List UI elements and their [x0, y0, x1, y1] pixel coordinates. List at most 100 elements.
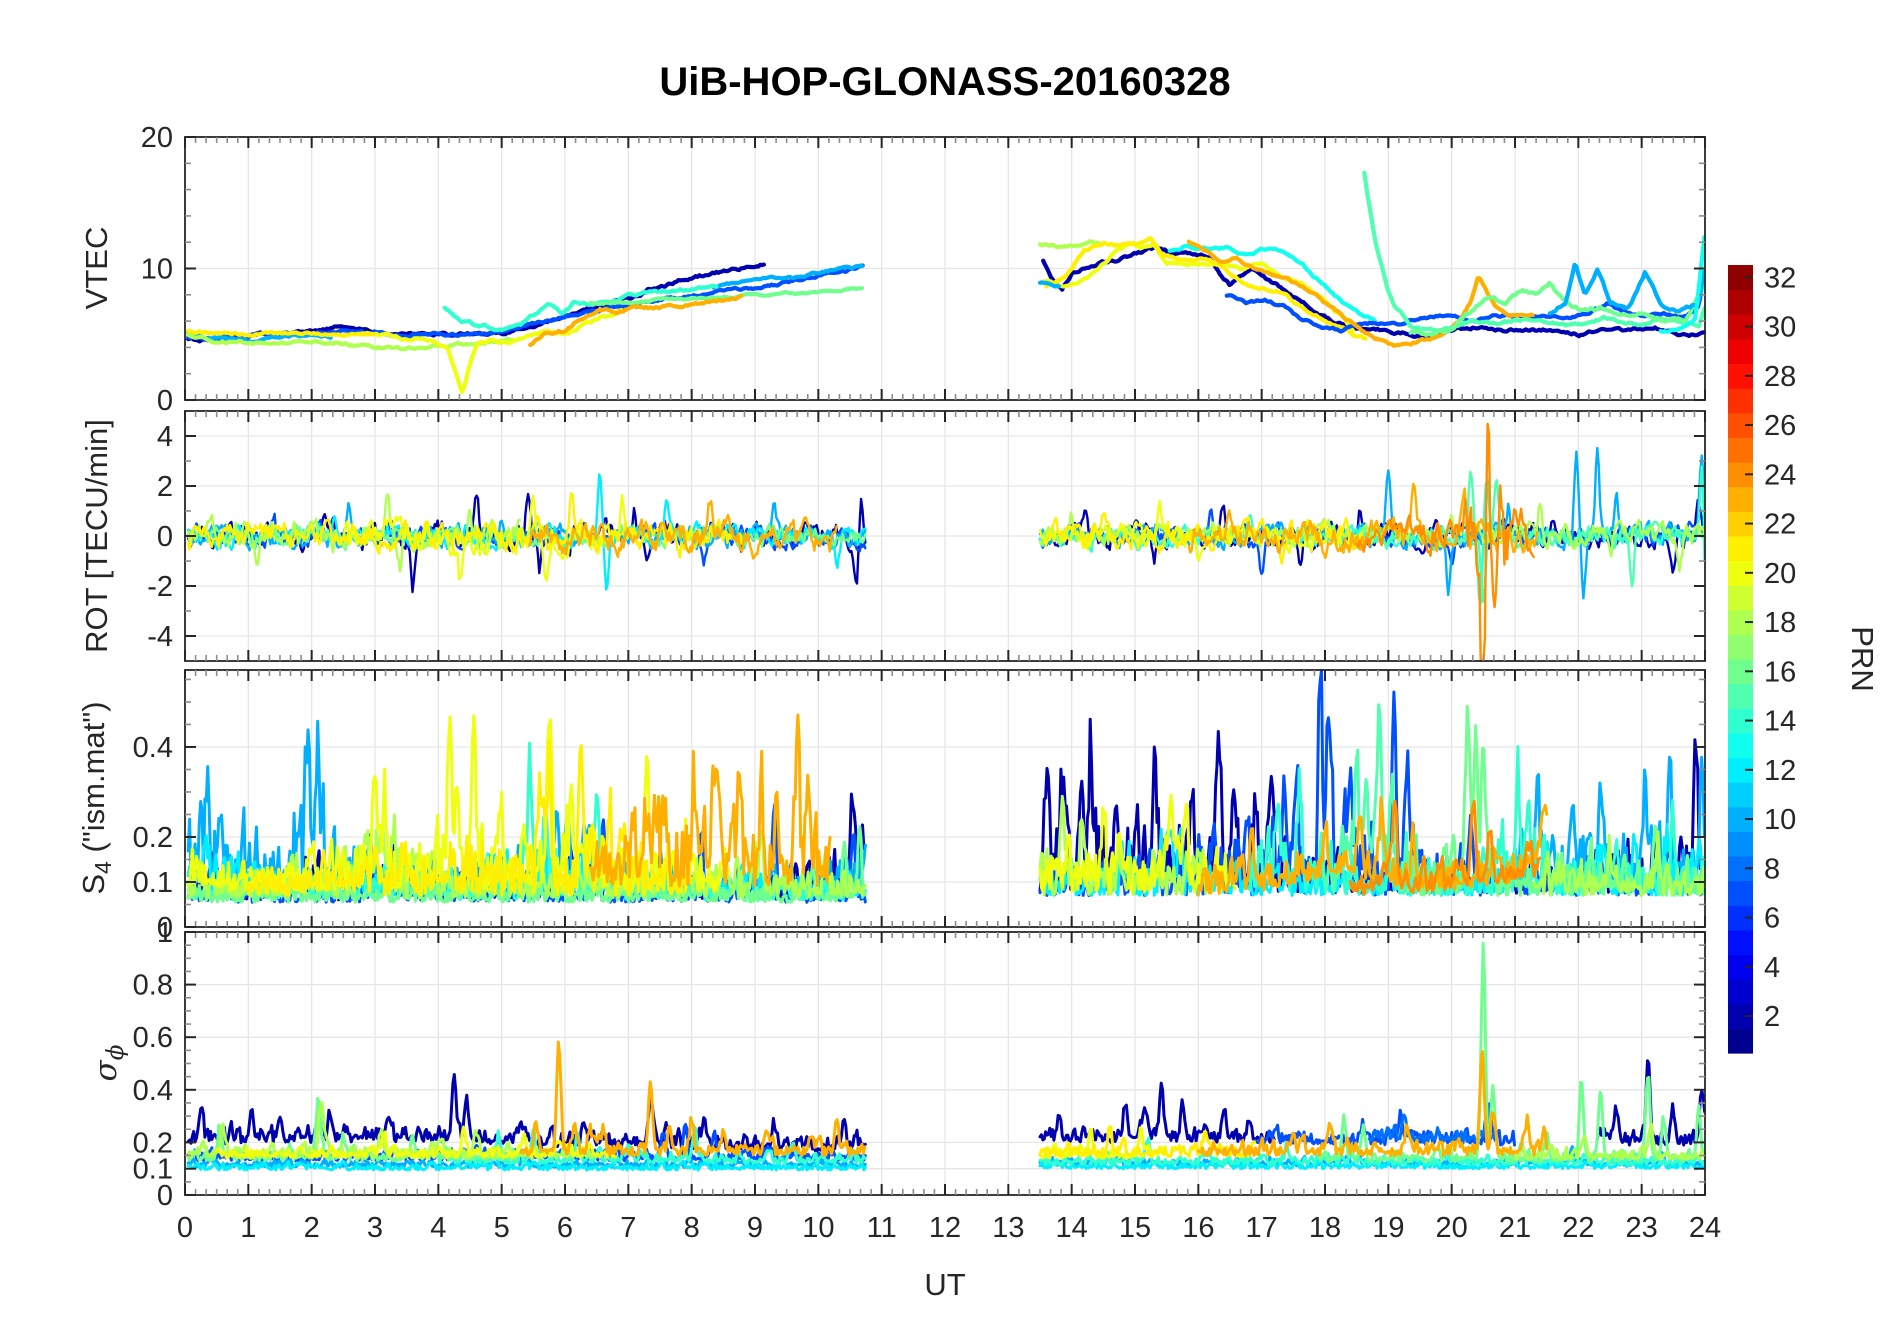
xtick-label: 20 — [1436, 1212, 1468, 1244]
colorbar-tick-label: 14 — [1764, 706, 1796, 738]
colorbar-band — [1728, 289, 1753, 315]
series-VTEC-prn-18 — [186, 332, 516, 352]
panel-S4: 0 0.1 0.2 0.4 S4 ("ism.mat") — [76, 669, 1706, 944]
colorbar-band — [1728, 338, 1753, 365]
series-sigma_phi-prn-12 — [186, 1149, 867, 1172]
series-VTEC-prn-21 — [186, 328, 377, 339]
ylabel-ROT: ROT [TECU/min] — [79, 419, 114, 653]
panel-ROT: -4 -2 0 2 4 ROT [TECU/min] — [79, 410, 1706, 662]
series-S4-prn-10 — [1500, 755, 1706, 890]
chart-title: UiB-HOP-GLONASS-20160328 — [659, 60, 1231, 104]
xlabel: UT — [924, 1267, 965, 1302]
series-VTEC-prn-23 — [528, 293, 744, 347]
panel-VTEC: 0 10 20 VTEC — [79, 122, 1706, 417]
xtick-label: 13 — [992, 1212, 1024, 1244]
grid-VTEC — [185, 137, 1705, 400]
colorbar-band — [1728, 437, 1753, 463]
series-S4-prn-23 — [1196, 796, 1549, 897]
x-axis-labels: 0 1 2 3 4 5 6 7 8 9 10 11 12 13 14 15 16 17 18 19 20 21 22 23 24… — [177, 1212, 1721, 1302]
ytick-label-VTEC: 0 — [157, 385, 173, 417]
series-VTEC-prn-13 — [1167, 243, 1378, 324]
colorbar-tick-label: 22 — [1764, 509, 1796, 541]
ytick-label-S4: 0.1 — [133, 867, 173, 899]
ticks-S4 — [184, 670, 1706, 928]
ytick-label-ROT: -4 — [147, 621, 173, 653]
series-VTEC-prn-21 — [1044, 236, 1368, 341]
colorbar-tick-label: 6 — [1764, 903, 1780, 935]
series-VTEC-prn-20 — [1041, 241, 1355, 333]
xtick-label: 17 — [1246, 1212, 1278, 1244]
ytick-label-sigma_phi: 1 — [157, 917, 173, 949]
colorbar-band — [1728, 831, 1753, 857]
series-sigma_phi-prn-23 — [519, 1040, 867, 1157]
series-VTEC-prn-16 — [588, 286, 865, 307]
ytick-label-ROT: 2 — [157, 471, 173, 503]
xtick-label: 7 — [620, 1212, 636, 1244]
series-VTEC-prn-7 — [1224, 277, 1706, 334]
xtick-label: 11 — [867, 1212, 897, 1244]
series-VTEC-prn-16 — [1408, 280, 1706, 337]
series-VTEC-prn-2 — [186, 262, 766, 344]
xtick-label: 1 — [240, 1212, 256, 1244]
ylabel-VTEC: VTEC — [79, 227, 114, 310]
xtick-label: 21 — [1499, 1212, 1531, 1244]
xtick-label: 12 — [929, 1212, 961, 1244]
colorbar-tick-label: 26 — [1764, 410, 1796, 442]
colorbar-band — [1728, 388, 1753, 414]
ytick-label-sigma_phi: 0.4 — [133, 1075, 173, 1107]
series-sigma_phi-prn-2 — [1038, 1081, 1276, 1144]
series-sigma_phi-prn-16 — [1317, 941, 1706, 1164]
colorbar-band — [1728, 585, 1753, 611]
series-sigma_phi-prn-21 — [1038, 1125, 1257, 1159]
series-VTEC-prn-10 — [711, 263, 865, 290]
ytick-label-sigma_phi: 0.2 — [133, 1127, 173, 1159]
series-S4-prn-18 — [1532, 830, 1706, 897]
xtick-label: 16 — [1182, 1212, 1214, 1244]
series-VTEC-prn-23 — [1186, 239, 1535, 348]
xtick-label: 5 — [494, 1212, 510, 1244]
ytick-label-ROT: 4 — [157, 421, 173, 453]
series-ROT-prn-24 — [1355, 422, 1535, 662]
series-S4-prn-16 — [1405, 704, 1706, 897]
xtick-label: 8 — [684, 1212, 700, 1244]
series-VTEC-prn-10 — [1547, 262, 1706, 316]
series-S4-prn-23 — [588, 713, 832, 888]
series-sigma_phi-prn-20 — [215, 1125, 617, 1160]
colorbar-tick-label: 2 — [1764, 1001, 1780, 1033]
series-ROT-prn-23 — [1187, 482, 1539, 560]
colorbar-band — [1728, 782, 1753, 808]
colorbar-tick-label: 28 — [1764, 361, 1796, 393]
series-sigma_phi-prn-14 — [436, 1125, 867, 1165]
xtick-label: 4 — [430, 1212, 446, 1244]
ytick-label-S4: 0.2 — [133, 822, 173, 854]
panel-sigma_phi: 00.10.2 0.4 0.6 0.8 1 σϕ — [88, 917, 1706, 1212]
xtick-label: 15 — [1119, 1212, 1151, 1244]
colorbar-tick-label: 32 — [1764, 262, 1796, 294]
ticks-sigma_phi — [184, 931, 1706, 1196]
series-VTEC-prn-10 — [1037, 280, 1062, 289]
xtick-label: 9 — [747, 1212, 763, 1244]
series-ROT-prn-23 — [529, 500, 838, 560]
colorbar-tick-label: 8 — [1764, 853, 1780, 885]
colorbar-label: PRN — [1845, 626, 1880, 691]
xtick-label: 14 — [1056, 1212, 1088, 1244]
colorbar-tick-label: 30 — [1764, 312, 1796, 344]
series-sigma_phi-prn-18 — [1513, 1122, 1706, 1161]
ytick-label-sigma_phi: 0.1 — [133, 1154, 173, 1186]
ytick-label-sigma_phi: 0.8 — [133, 970, 173, 1002]
colorbar-band — [1728, 929, 1753, 956]
ytick-label-S4: 0.4 — [133, 732, 173, 764]
ytick-label-VTEC: 20 — [141, 122, 173, 154]
colorbar-band — [1728, 535, 1753, 562]
colorbar-band — [1728, 979, 1753, 1005]
ytick-label-sigma_phi: 0.6 — [133, 1022, 173, 1054]
series-S4-prn-24 — [1348, 799, 1542, 896]
colorbar-band — [1728, 880, 1753, 906]
colorbar-tick-label: 20 — [1764, 558, 1796, 590]
xtick-label: 18 — [1309, 1212, 1341, 1244]
ytick-label-ROT: -2 — [147, 571, 173, 603]
xtick-label: 3 — [367, 1212, 383, 1244]
ytick-label-VTEC: 10 — [141, 254, 173, 286]
